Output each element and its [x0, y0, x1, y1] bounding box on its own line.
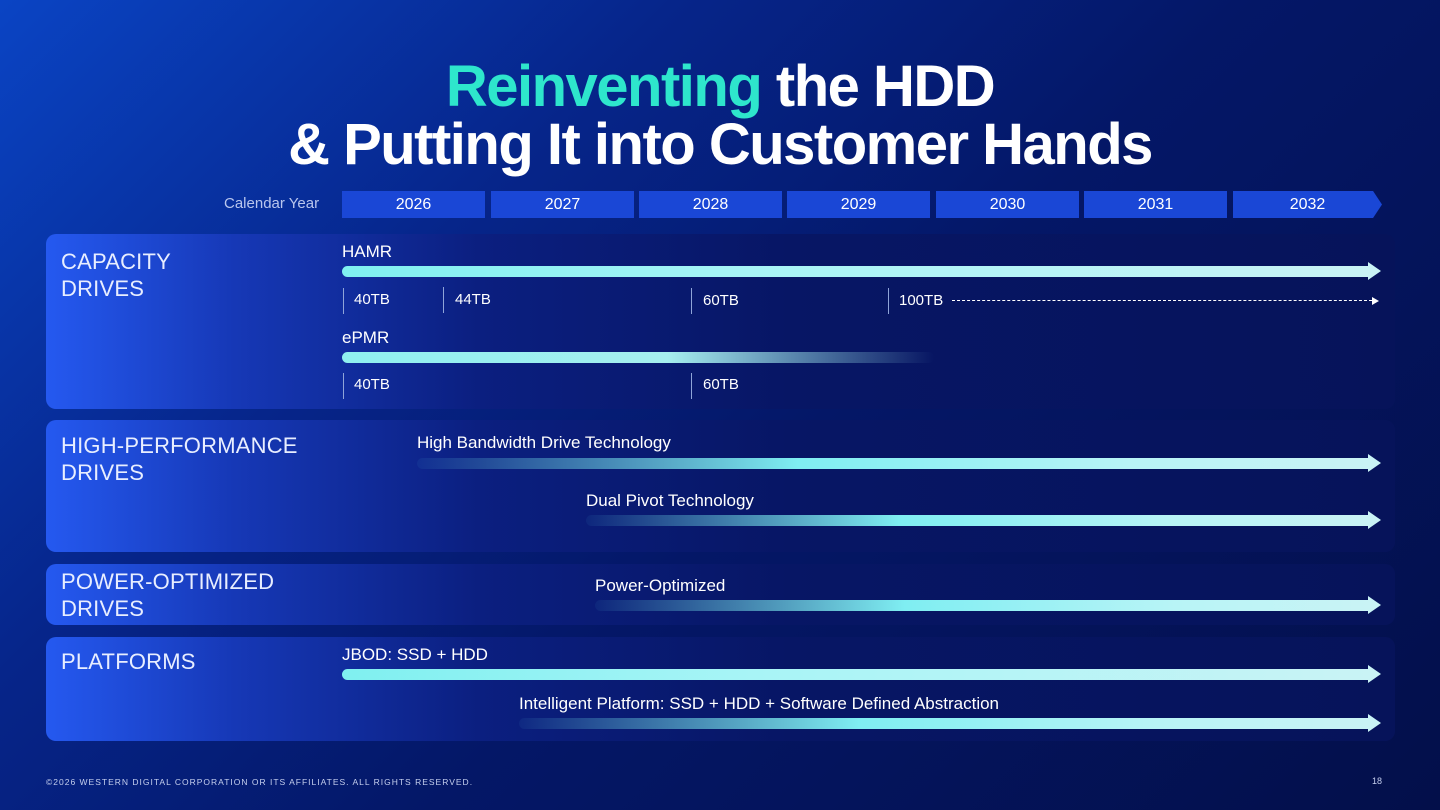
power-optimized-arrow [595, 596, 1381, 614]
year-2031: 2031 [1084, 191, 1227, 218]
year-2029: 2029 [787, 191, 930, 218]
capacity-label-line2: DRIVES [61, 276, 145, 301]
calendar-year-label: Calendar Year [224, 195, 320, 212]
year-2032: 2032 [1233, 191, 1382, 218]
milestone-tick [888, 288, 889, 314]
power-optimized-drives-label: POWER-OPTIMIZED DRIVES [61, 568, 274, 622]
title-rest: the HDD [761, 54, 996, 119]
hamr-milestone-100tb: 100TB [899, 292, 944, 309]
power-optimized-label-line2: DRIVES [61, 596, 145, 621]
dashed-extension-line [952, 300, 1372, 301]
milestone-tick [691, 373, 692, 399]
arrow-head-icon [1368, 511, 1381, 529]
hamr-milestone-40tb: 40TB [354, 291, 390, 308]
milestone-tick [343, 373, 344, 399]
jbod-label: JBOD: SSD + HDD [342, 645, 488, 664]
dual-pivot-arrow [586, 511, 1381, 529]
high-bandwidth-label: High Bandwidth Drive Technology [417, 433, 671, 452]
arrow-head-icon [1368, 454, 1381, 472]
power-optimized-label-line1: POWER-OPTIMIZED [61, 569, 275, 594]
capacity-drives-panel [46, 234, 1395, 409]
high-performance-label-line2: DRIVES [61, 460, 145, 485]
high-performance-drives-label: HIGH-PERFORMANCE DRIVES [61, 432, 298, 486]
epmr-roadmap-bar [342, 352, 934, 363]
high-bandwidth-arrow [417, 454, 1381, 472]
epmr-label: ePMR [342, 328, 390, 347]
dual-pivot-label: Dual Pivot Technology [586, 491, 754, 510]
year-2027: 2027 [491, 191, 634, 218]
capacity-drives-label: CAPACITY DRIVES [61, 248, 171, 302]
high-performance-label-line1: HIGH-PERFORMANCE [61, 433, 298, 458]
hamr-label: HAMR [342, 242, 393, 261]
hamr-milestone-60tb: 60TB [703, 292, 739, 309]
year-2026: 2026 [342, 191, 485, 218]
copyright-notice: ©2026 WESTERN DIGITAL CORPORATION OR ITS… [46, 777, 474, 787]
dashed-arrow-head-icon [1372, 297, 1379, 305]
high-performance-drives-panel [46, 420, 1395, 552]
page-number: 18 [1372, 776, 1383, 786]
jbod-arrow [342, 665, 1381, 683]
epmr-milestone-40tb: 40TB [354, 376, 390, 393]
arrow-head-icon [1368, 262, 1381, 280]
hamr-milestone-44tb: 44TB [455, 291, 491, 308]
arrow-head-icon [1368, 596, 1381, 614]
title-accent: Reinventing [445, 54, 763, 119]
milestone-tick [691, 288, 692, 314]
hamr-roadmap-arrow [342, 262, 1381, 280]
intelligent-platform-label: Intelligent Platform: SSD + HDD + Softwa… [519, 694, 1000, 713]
power-optimized-drives-panel [46, 564, 1395, 625]
epmr-milestone-60tb: 60TB [703, 376, 739, 393]
capacity-label-line1: CAPACITY [61, 249, 171, 274]
platforms-label: PLATFORMS [61, 649, 196, 674]
arrow-head-icon [1368, 714, 1381, 732]
arrow-head-icon [1368, 665, 1381, 683]
year-2030: 2030 [936, 191, 1079, 218]
slide-title-line1: Reinventing the HDD [0, 58, 1440, 116]
milestone-tick [343, 288, 344, 314]
slide-title-line2: & Putting It into Customer Hands [288, 112, 1153, 177]
power-optimized-tech-label: Power-Optimized [595, 576, 726, 595]
year-2028: 2028 [639, 191, 782, 218]
intelligent-platform-arrow [519, 714, 1381, 732]
milestone-tick [443, 287, 444, 313]
